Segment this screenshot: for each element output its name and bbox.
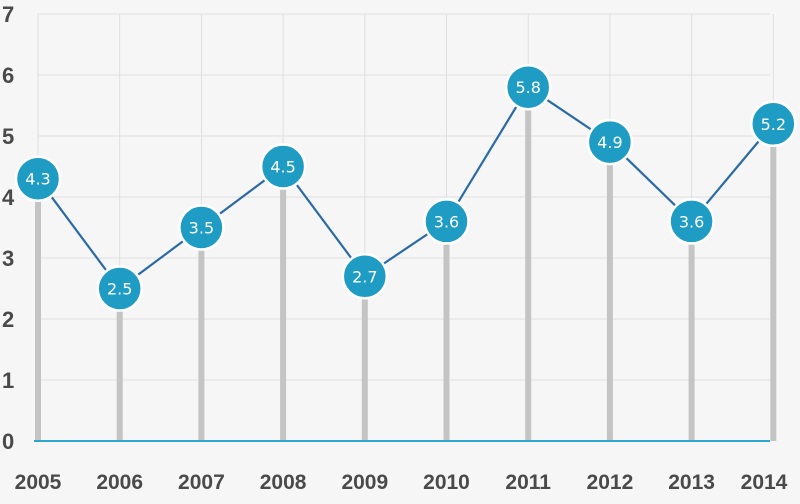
data-point-2007: 3.5 bbox=[178, 204, 225, 251]
y-axis-ticks: 0 1 2 3 4 5 6 7 bbox=[2, 2, 15, 454]
x-tick-2008: 2008 bbox=[260, 471, 307, 494]
y-tick-3: 3 bbox=[2, 246, 14, 271]
data-point-2010: 3.6 bbox=[423, 198, 470, 245]
data-label-2012: 4.9 bbox=[597, 133, 622, 152]
data-label-2005: 4.3 bbox=[25, 170, 50, 189]
x-tick-2012: 2012 bbox=[587, 471, 634, 494]
data-label-2013: 3.6 bbox=[679, 212, 704, 231]
y-tick-7: 7 bbox=[2, 2, 14, 27]
data-markers: 4.3 2.5 3.5 4.5 2.7 3.6 5.8 4.9 3.6 5.2 bbox=[14, 63, 797, 312]
data-label-2014: 5.2 bbox=[761, 115, 786, 134]
marker-2011 bbox=[504, 63, 552, 111]
y-tick-6: 6 bbox=[2, 63, 14, 88]
data-point-2006: 2.5 bbox=[96, 265, 143, 312]
x-tick-2005: 2005 bbox=[15, 471, 62, 494]
data-point-2009: 2.7 bbox=[341, 253, 389, 300]
data-point-2008: 4.5 bbox=[259, 143, 307, 190]
data-label-2009: 2.7 bbox=[352, 267, 377, 286]
data-label-2010: 3.6 bbox=[434, 212, 459, 231]
marker-2012 bbox=[586, 118, 634, 166]
marker-2007 bbox=[178, 204, 225, 251]
x-tick-2007: 2007 bbox=[178, 471, 225, 494]
x-tick-2009: 2009 bbox=[341, 471, 388, 494]
x-tick-2013: 2013 bbox=[668, 471, 715, 494]
data-label-2007: 3.5 bbox=[189, 219, 214, 238]
marker-2014 bbox=[750, 100, 797, 148]
y-tick-1: 1 bbox=[2, 368, 14, 393]
data-point-2011: 5.8 bbox=[504, 63, 552, 111]
gridlines bbox=[37, 13, 774, 442]
data-point-2013: 3.6 bbox=[668, 198, 715, 245]
data-label-2006: 2.5 bbox=[107, 280, 132, 299]
marker-2006 bbox=[96, 265, 143, 312]
x-axis-ticks: 2005 2006 2007 2008 2009 2010 2011 2012 2013 2014 bbox=[15, 471, 788, 494]
x-tick-2011: 2011 bbox=[505, 471, 551, 494]
marker-2010 bbox=[423, 198, 470, 245]
marker-2009 bbox=[341, 253, 389, 300]
y-tick-2: 2 bbox=[2, 307, 14, 332]
data-label-2008: 4.5 bbox=[270, 158, 295, 177]
series-line bbox=[37, 85, 775, 291]
data-label-2011: 5.8 bbox=[515, 78, 540, 97]
x-tick-2006: 2006 bbox=[96, 471, 143, 494]
y-tick-5: 5 bbox=[2, 124, 14, 149]
data-point-2012: 4.9 bbox=[586, 118, 634, 166]
marker-2008 bbox=[259, 143, 307, 190]
x-tick-2010: 2010 bbox=[423, 471, 470, 494]
stems bbox=[35, 87, 777, 441]
y-tick-0: 0 bbox=[2, 429, 14, 454]
marker-2005 bbox=[14, 155, 62, 202]
y-tick-4: 4 bbox=[2, 185, 15, 210]
data-point-2014: 5.2 bbox=[750, 100, 797, 148]
marker-2013 bbox=[668, 198, 715, 245]
x-tick-2014: 2014 bbox=[741, 471, 788, 494]
data-point-2005: 4.3 bbox=[14, 155, 62, 202]
